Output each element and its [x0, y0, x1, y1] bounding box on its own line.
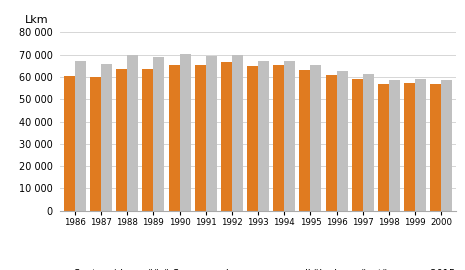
Bar [258, 61, 269, 211]
Bar [153, 57, 164, 211]
Legend: Syntyneiden määrä Suomessa ko. vuonna, Ikäluokan väestö vuonna 2015: Syntyneiden määrä Suomessa ko. vuonna, I… [57, 265, 459, 270]
Bar [430, 84, 441, 211]
Bar [101, 64, 112, 211]
Bar [247, 66, 258, 211]
Bar [206, 56, 217, 211]
Bar [415, 79, 426, 211]
Bar [168, 65, 179, 211]
Bar [90, 77, 101, 211]
Bar [195, 65, 206, 211]
Bar [284, 61, 295, 211]
Bar [179, 54, 191, 211]
Bar [142, 69, 153, 211]
Bar [363, 74, 374, 211]
Bar [441, 80, 452, 211]
Bar [389, 80, 400, 211]
Bar [75, 61, 86, 211]
Bar [116, 69, 127, 211]
Bar [64, 76, 75, 211]
Bar [311, 65, 321, 211]
Bar [404, 83, 415, 211]
Bar [352, 79, 363, 211]
Bar [326, 75, 337, 211]
Bar [127, 55, 138, 211]
Bar [337, 71, 348, 211]
Text: Lkm: Lkm [25, 15, 48, 25]
Bar [273, 65, 284, 211]
Bar [299, 70, 311, 211]
Bar [232, 55, 243, 211]
Bar [221, 62, 232, 211]
Bar [378, 84, 389, 211]
